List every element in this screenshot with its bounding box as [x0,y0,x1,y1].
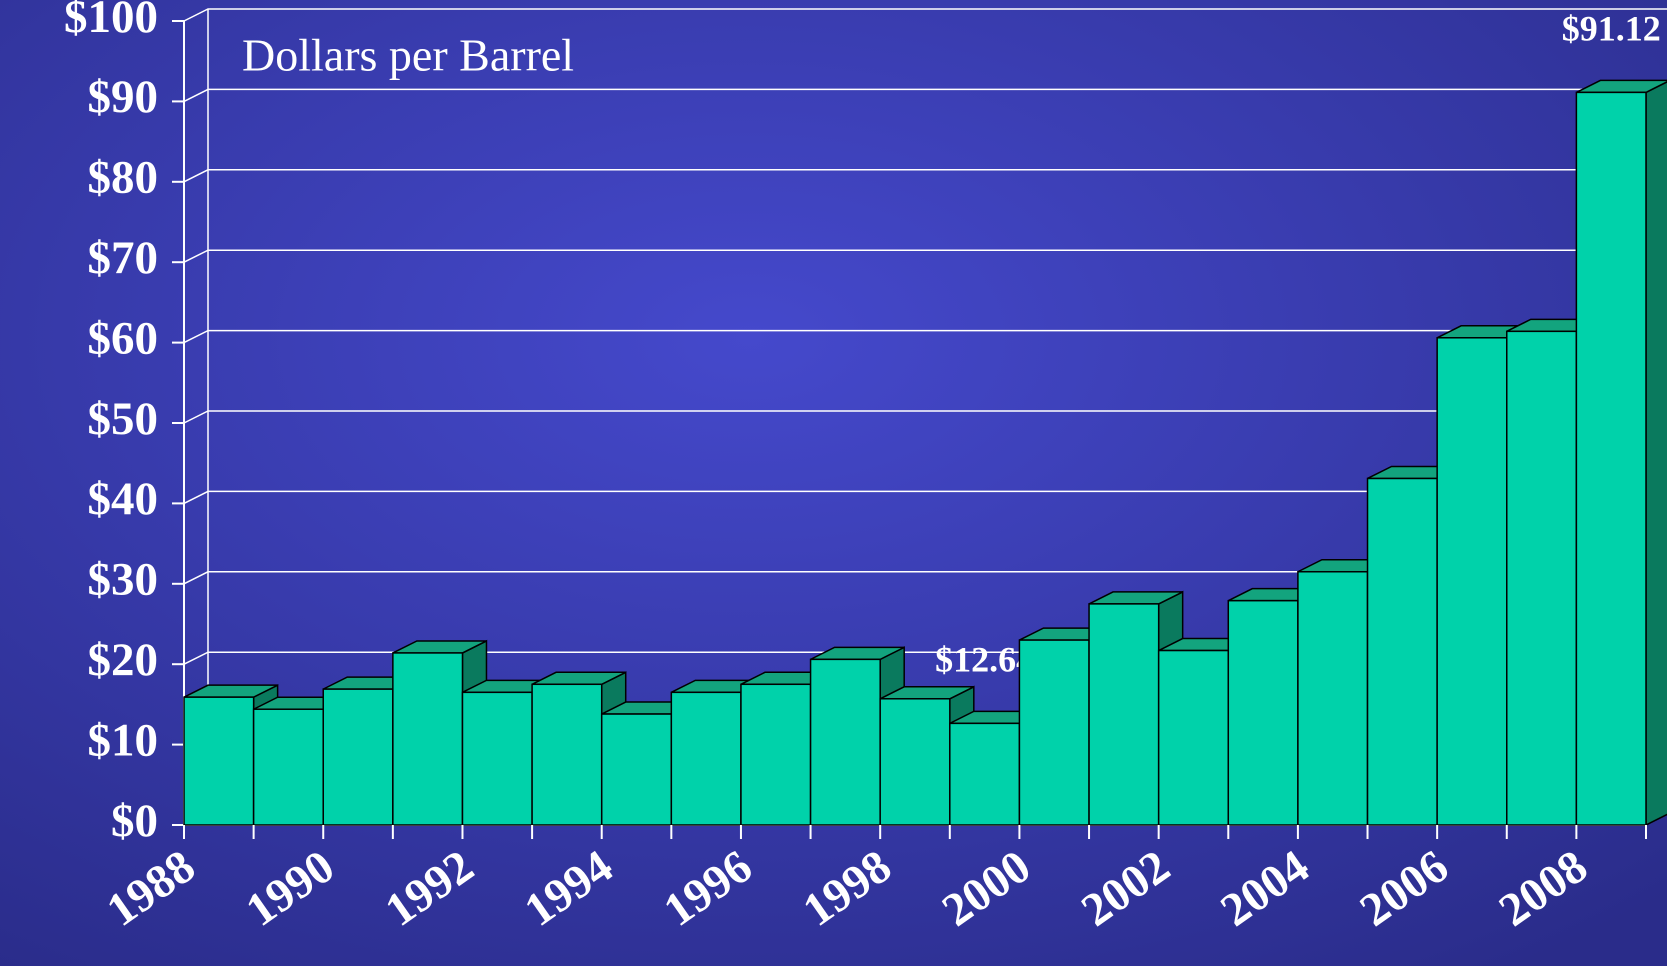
bar [392,652,464,826]
bar [1227,599,1299,826]
grid-line [183,490,1667,505]
y-tick-label: $30 [88,554,159,606]
y-tick-label: $0 [111,795,158,847]
y-tick-label: $70 [88,232,159,284]
bar [670,691,742,826]
bar [740,683,812,826]
bar [531,683,603,826]
grid-line [183,169,1667,183]
bar [600,713,673,826]
bar [949,722,1021,826]
grid-line [183,249,1667,263]
bar [1575,91,1647,826]
y-tick-label: $80 [88,152,159,204]
bar [879,698,951,826]
value-label: $12.64 [935,640,1034,680]
grid-line [183,329,1667,344]
bar [1157,649,1230,826]
bar [1506,330,1578,826]
bar [322,688,394,826]
y-tick-label: $60 [88,312,159,364]
bar [1297,570,1369,826]
bar [1018,639,1090,826]
grid-line [183,8,1667,22]
y-tick-label: $10 [88,714,159,766]
bar [183,696,255,826]
chart-title: Dollars per Barrel [242,30,574,81]
bar-side [1645,81,1667,827]
y-tick-label: $50 [88,393,159,445]
bar [252,708,324,826]
bar [1436,337,1508,826]
y-tick-label: $90 [88,71,159,123]
bar [1366,477,1438,826]
y-tick-label: $100 [64,0,158,43]
grid-line [183,410,1667,424]
y-tick-label: $20 [88,634,159,686]
grid-line [183,571,1667,585]
value-label: $91.12 [1562,9,1661,49]
grid-line [183,88,1667,103]
bar [461,691,533,826]
y-tick-label: $40 [88,473,159,525]
bar [809,658,881,826]
bar [1088,603,1160,826]
